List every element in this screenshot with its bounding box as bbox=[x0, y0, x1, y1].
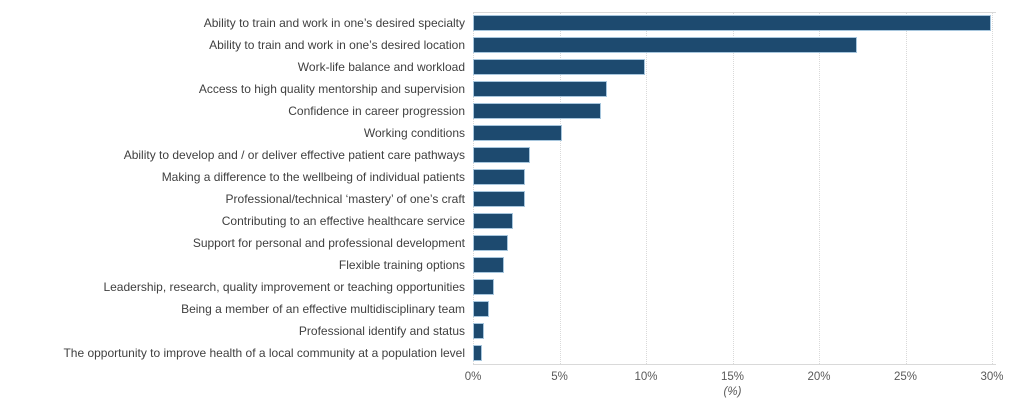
x-tick-label: 10% bbox=[634, 371, 658, 383]
x-tick-label: 30% bbox=[980, 371, 1004, 383]
category-label: The opportunity to improve health of a l… bbox=[63, 345, 465, 360]
x-tick-label: 25% bbox=[893, 371, 918, 383]
category-label: Access to high quality mentorship and su… bbox=[198, 81, 465, 96]
bar bbox=[473, 213, 514, 229]
bar bbox=[473, 125, 562, 141]
bar-row: Leadership, research, quality improvemen… bbox=[0, 276, 1024, 298]
bar bbox=[473, 169, 526, 185]
bar-row: Being a member of an effective multidisc… bbox=[0, 298, 1024, 320]
bar-row: Flexible training options bbox=[0, 254, 1024, 276]
bar bbox=[473, 37, 858, 53]
bar-track bbox=[473, 100, 1024, 122]
bar bbox=[473, 59, 645, 75]
bar bbox=[473, 235, 508, 251]
plot-top-border bbox=[473, 12, 996, 13]
bar-track bbox=[473, 342, 1024, 364]
bar-row: Ability to train and work in one’s desir… bbox=[0, 12, 1024, 34]
bar-row: Work-life balance and workload bbox=[0, 56, 1024, 78]
bar bbox=[473, 301, 489, 317]
category-label: Professional/technical ‘mastery’ of one’… bbox=[225, 191, 465, 206]
bar-track bbox=[473, 232, 1024, 254]
category-label: Professional identify and status bbox=[298, 323, 465, 338]
bar-row: Ability to train and work in one’s desir… bbox=[0, 34, 1024, 56]
bar bbox=[473, 279, 494, 295]
bar-track bbox=[473, 254, 1024, 276]
category-label: Working conditions bbox=[363, 125, 465, 140]
bar-row: Contributing to an effective healthcare … bbox=[0, 210, 1024, 232]
bar-row: Professional identify and status bbox=[0, 320, 1024, 342]
bar-track bbox=[473, 188, 1024, 210]
bar-track bbox=[473, 34, 1024, 56]
bar-track bbox=[473, 210, 1024, 232]
bar bbox=[473, 103, 602, 119]
category-label: Ability to develop and / or deliver effe… bbox=[123, 147, 465, 162]
category-label: Being a member of an effective multidisc… bbox=[181, 301, 465, 316]
category-label: Work-life balance and workload bbox=[297, 59, 465, 74]
bar bbox=[473, 147, 531, 163]
x-axis-label: (%) bbox=[723, 386, 742, 398]
x-tick-label: 0% bbox=[464, 371, 482, 383]
bar bbox=[473, 257, 505, 273]
bar bbox=[473, 191, 526, 207]
bar bbox=[473, 81, 607, 97]
bar-rows: Ability to train and work in one’s desir… bbox=[0, 12, 1024, 364]
bar-track bbox=[473, 298, 1024, 320]
bar-track bbox=[473, 12, 1024, 34]
x-axis-line bbox=[473, 364, 996, 365]
bar-row: Confidence in career progression bbox=[0, 100, 1024, 122]
bar-row: Working conditions bbox=[0, 122, 1024, 144]
bar-row: The opportunity to improve health of a l… bbox=[0, 342, 1024, 364]
bar bbox=[473, 15, 991, 31]
category-label: Contributing to an effective healthcare … bbox=[221, 213, 465, 228]
category-label: Confidence in career progression bbox=[288, 103, 465, 118]
bar-row: Ability to develop and / or deliver effe… bbox=[0, 144, 1024, 166]
bar-track bbox=[473, 122, 1024, 144]
category-label: Making a difference to the wellbeing of … bbox=[161, 169, 465, 184]
category-label: Ability to train and work in one’s desir… bbox=[203, 15, 465, 30]
category-label: Support for personal and professional de… bbox=[192, 235, 465, 250]
x-tick-label: 20% bbox=[807, 371, 831, 383]
bar-row: Professional/technical ‘mastery’ of one’… bbox=[0, 188, 1024, 210]
bar-row: Support for personal and professional de… bbox=[0, 232, 1024, 254]
bar-track bbox=[473, 276, 1024, 298]
bar-track bbox=[473, 166, 1024, 188]
bar-row: Access to high quality mentorship and su… bbox=[0, 78, 1024, 100]
bar bbox=[473, 323, 484, 339]
category-label: Leadership, research, quality improvemen… bbox=[103, 279, 465, 294]
category-label: Flexible training options bbox=[338, 257, 465, 272]
x-tick-label: 5% bbox=[551, 371, 568, 383]
x-tick-label: 15% bbox=[720, 371, 745, 383]
bar-row: Making a difference to the wellbeing of … bbox=[0, 166, 1024, 188]
bar-track bbox=[473, 78, 1024, 100]
bar-track bbox=[473, 144, 1024, 166]
category-label: Ability to train and work in one’s desir… bbox=[209, 37, 465, 52]
bar-track bbox=[473, 320, 1024, 342]
bar bbox=[473, 345, 482, 361]
bar-track bbox=[473, 56, 1024, 78]
